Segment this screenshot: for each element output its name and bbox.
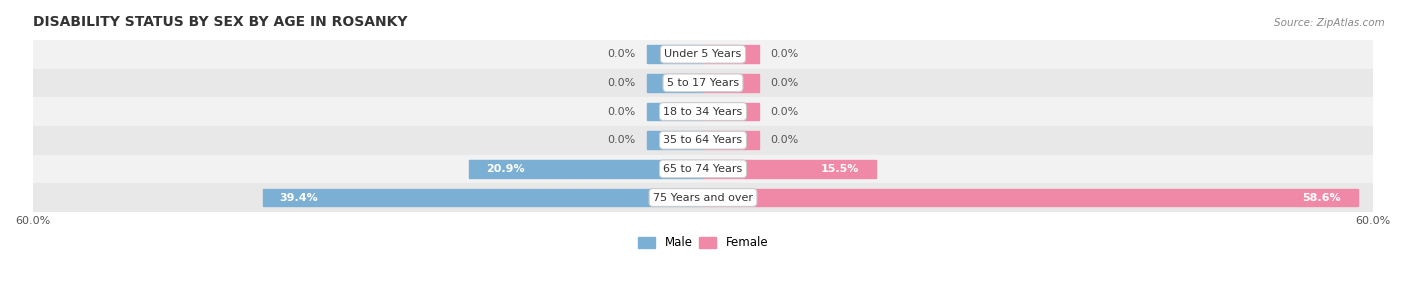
Bar bbox=[32, 69, 1374, 97]
Bar bbox=[32, 40, 1374, 69]
Text: 5 to 17 Years: 5 to 17 Years bbox=[666, 78, 740, 88]
Text: 39.4%: 39.4% bbox=[280, 192, 318, 203]
Bar bbox=[703, 188, 1358, 206]
Text: 0.0%: 0.0% bbox=[607, 49, 636, 59]
Text: 0.0%: 0.0% bbox=[770, 49, 799, 59]
Text: 0.0%: 0.0% bbox=[770, 135, 799, 145]
Text: 0.0%: 0.0% bbox=[607, 106, 636, 117]
Text: 0.0%: 0.0% bbox=[770, 78, 799, 88]
Bar bbox=[263, 188, 703, 206]
Bar bbox=[32, 97, 1374, 126]
Bar bbox=[703, 74, 759, 92]
Bar bbox=[703, 131, 759, 149]
Bar bbox=[703, 160, 876, 178]
Text: 65 to 74 Years: 65 to 74 Years bbox=[664, 164, 742, 174]
Bar bbox=[647, 74, 703, 92]
Text: 18 to 34 Years: 18 to 34 Years bbox=[664, 106, 742, 117]
Text: 35 to 64 Years: 35 to 64 Years bbox=[664, 135, 742, 145]
Bar bbox=[32, 126, 1374, 155]
Bar bbox=[647, 103, 703, 120]
Text: 20.9%: 20.9% bbox=[486, 164, 524, 174]
Bar bbox=[647, 131, 703, 149]
Text: 15.5%: 15.5% bbox=[821, 164, 859, 174]
Bar bbox=[703, 103, 759, 120]
Text: 0.0%: 0.0% bbox=[607, 78, 636, 88]
Text: DISABILITY STATUS BY SEX BY AGE IN ROSANKY: DISABILITY STATUS BY SEX BY AGE IN ROSAN… bbox=[32, 15, 408, 29]
Bar bbox=[32, 183, 1374, 212]
Legend: Male, Female: Male, Female bbox=[633, 231, 773, 254]
Text: Under 5 Years: Under 5 Years bbox=[665, 49, 741, 59]
Bar bbox=[703, 45, 759, 63]
Text: 58.6%: 58.6% bbox=[1302, 192, 1341, 203]
Bar bbox=[470, 160, 703, 178]
Bar bbox=[647, 45, 703, 63]
Bar bbox=[32, 155, 1374, 183]
Text: 0.0%: 0.0% bbox=[770, 106, 799, 117]
Text: Source: ZipAtlas.com: Source: ZipAtlas.com bbox=[1274, 18, 1385, 28]
Text: 0.0%: 0.0% bbox=[607, 135, 636, 145]
Text: 75 Years and over: 75 Years and over bbox=[652, 192, 754, 203]
